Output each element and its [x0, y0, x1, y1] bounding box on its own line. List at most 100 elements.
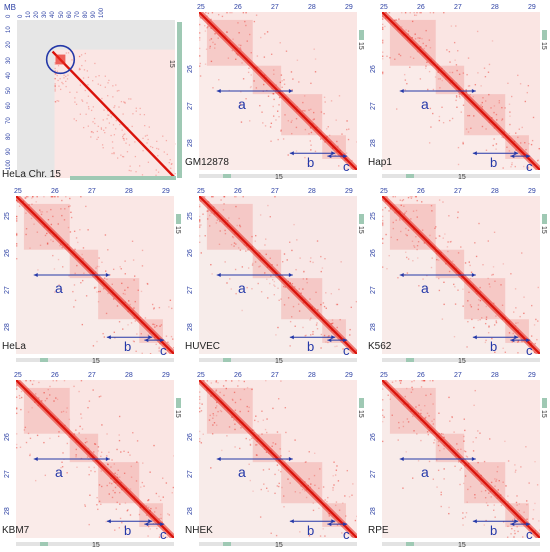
top-tick-label: 25 — [197, 372, 205, 379]
panel-whole-chromosome: MB 0 0 10 10 20 20 30 30 40 40 50 50 60 60 70 70 80 80 90 90… — [0, 0, 183, 184]
panel-title: HeLa — [2, 341, 26, 352]
left-tick-label: 28 — [4, 323, 11, 331]
top-tick-label: 29 — [528, 4, 536, 11]
left-tick-label: 28 — [370, 507, 377, 515]
top-tick-label: 28 — [491, 188, 499, 195]
chromosome-bar-bottom — [382, 358, 540, 362]
left-tick-label: 26 — [4, 249, 11, 257]
diagonal-line — [51, 50, 176, 178]
left-tick-label: 28 — [370, 139, 377, 147]
top-tick-label: 27 — [88, 188, 96, 195]
left-tick-label: 30 — [6, 56, 12, 64]
right-chromosome-label: 15 — [540, 226, 547, 234]
top-tick-label: 50 — [58, 11, 65, 18]
top-tick-label: 28 — [308, 4, 316, 11]
left-tick-label: 28 — [187, 139, 194, 147]
panel-nhek: 25 26 27 28 29 26 27 28 a b c NHEK 15 15 — [183, 368, 366, 552]
left-tick-label: 27 — [187, 102, 194, 110]
annotation-label-c: c — [526, 159, 533, 174]
top-tick-label: 70 — [74, 11, 81, 18]
left-tick-label: 27 — [4, 286, 11, 294]
right-chromosome-label: 15 — [357, 410, 364, 418]
chromosome-track-right — [542, 398, 547, 408]
bottom-chromosome-label: 15 — [275, 174, 283, 181]
left-tick-label: 20 — [6, 41, 12, 49]
top-tick-label: 80 — [82, 11, 89, 18]
left-tick-label: 27 — [370, 470, 377, 478]
top-tick-label: 90 — [90, 11, 97, 18]
contact-texture — [16, 196, 174, 354]
top-tick-label: 25 — [197, 188, 205, 195]
left-tick-label: 60 — [6, 102, 12, 110]
top-tick-label: 29 — [162, 188, 170, 195]
top-tick-label: 27 — [454, 188, 462, 195]
left-tick-label: 50 — [6, 87, 12, 94]
panel-hap1: 25 26 27 28 29 26 27 28 a b c Hap1 15 15 — [366, 0, 549, 184]
top-tick-label: 29 — [162, 372, 170, 379]
top-tick-label: 10 — [26, 11, 33, 18]
annotation-label-c: c — [343, 343, 350, 358]
annotation-label-b: b — [307, 523, 315, 538]
annotation-label-b: b — [307, 339, 315, 354]
top-tick-label: 29 — [528, 372, 536, 379]
annotation-label-a: a — [238, 96, 246, 112]
contact-map — [199, 380, 357, 538]
left-tick-label: 28 — [187, 507, 194, 515]
contact-map — [382, 196, 540, 354]
left-tick-label: 25 — [4, 212, 11, 220]
top-tick-label: 26 — [234, 188, 242, 195]
left-tick-label: 0 — [6, 14, 12, 18]
top-tick-label: 26 — [51, 372, 59, 379]
left-tick-label: 10 — [6, 26, 12, 34]
top-tick-label: 28 — [308, 188, 316, 195]
left-tick-label: 26 — [370, 249, 377, 257]
top-tick-label: 26 — [234, 372, 242, 379]
chromosome-track-bottom — [70, 176, 176, 180]
panel-title: NHEK — [185, 525, 213, 536]
chromosome-track-right — [176, 214, 181, 224]
chromosome-track-right — [542, 30, 547, 40]
contact-map — [382, 380, 540, 538]
panel-hela: 25 26 27 28 29 25 26 27 28 a b c HeLa 15 15 — [0, 184, 183, 368]
left-tick-label: 27 — [187, 470, 194, 478]
top-tick-label: 27 — [271, 188, 279, 195]
left-tick-label: 27 — [4, 470, 11, 478]
chromosome-track-bottom — [406, 174, 414, 178]
right-chromosome-label: 15 — [357, 42, 364, 50]
annotation-label-c: c — [160, 343, 167, 358]
annotation-label-a: a — [421, 280, 429, 296]
top-tick-label: 28 — [125, 372, 133, 379]
top-tick-label: 28 — [308, 372, 316, 379]
chromosome-bar-bottom — [199, 358, 357, 362]
annotation-label-b: b — [307, 155, 315, 170]
contact-map — [16, 196, 174, 354]
panel-huvec: 25 26 27 28 29 25 26 27 28 a b c HUVEC 15 15 — [183, 184, 366, 368]
top-tick-label: 25 — [197, 4, 205, 11]
panel-title: RPE — [368, 525, 389, 536]
contact-map — [382, 12, 540, 170]
annotation-label-a: a — [55, 280, 63, 296]
left-tick-label: 27 — [370, 286, 377, 294]
panel-title: GM12878 — [185, 157, 229, 168]
top-tick-label: 40 — [50, 11, 57, 18]
top-tick-label: 100 — [99, 7, 105, 18]
left-tick-label: 28 — [4, 507, 11, 515]
panel-gm12878: 25 26 27 28 29 26 27 28 a b c GM12878 15 15 — [183, 0, 366, 184]
panel-title: Hap1 — [368, 157, 392, 168]
annotation-label-a: a — [238, 464, 246, 480]
annotation-arrows — [399, 89, 531, 159]
chromosome-track-bottom — [406, 542, 414, 546]
left-tick-label: 27 — [187, 286, 194, 294]
top-tick-label: 28 — [491, 4, 499, 11]
top-tick-label: 30 — [42, 11, 49, 18]
chromosome-bar-bottom — [16, 542, 174, 546]
top-tick-label: 29 — [345, 4, 353, 11]
annotation-arrows — [33, 273, 165, 343]
chromosome-track-right — [176, 398, 181, 408]
annotation-label-a: a — [238, 280, 246, 296]
left-tick-label: 28 — [187, 323, 194, 331]
top-tick-label: 0 — [18, 14, 24, 18]
top-tick-label: 28 — [125, 188, 133, 195]
left-tick-label: 70 — [6, 117, 12, 125]
chromosome-bar-bottom — [382, 174, 540, 178]
